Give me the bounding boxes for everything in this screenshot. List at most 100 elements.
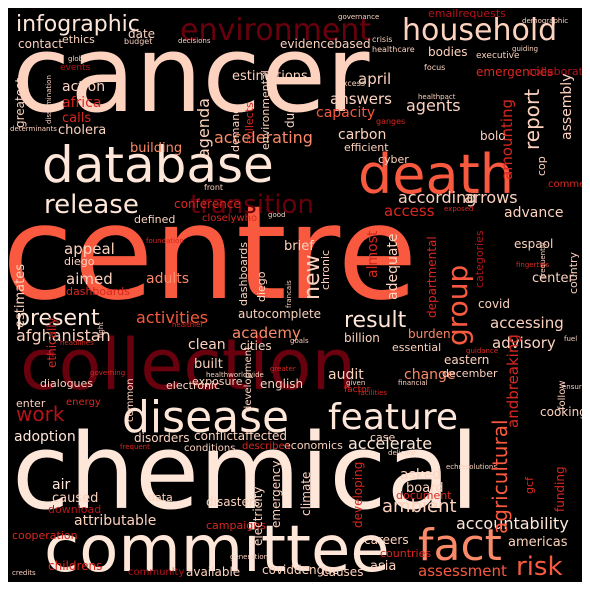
word-change: change [404, 367, 456, 383]
word-feature: feature [328, 397, 458, 438]
word-carbon: conference [174, 197, 241, 211]
word-credits: gcf [523, 477, 536, 494]
word-answers: answers [330, 90, 392, 108]
word-estimations: cop [535, 156, 548, 176]
word-environmental: country [567, 251, 580, 294]
word-document: document [396, 489, 452, 502]
word-capacity: capacity [316, 105, 376, 121]
word-cities: cities [240, 339, 272, 353]
word-chronic: chronic [319, 249, 332, 290]
word-ebola: facilities [358, 389, 388, 397]
word-autocomplete: autocomplete [238, 307, 322, 321]
word-echresolutions: follow [557, 380, 568, 411]
word-emergency: emergency [269, 460, 283, 528]
word-disease: disease [122, 392, 290, 443]
word-bold: carbon [338, 127, 387, 143]
word-case: case [370, 431, 396, 444]
word-cooking: cooking [540, 405, 582, 419]
word-dashboards: diego [255, 271, 268, 302]
word-cloud-canvas: cancer centre chemical collection commit… [8, 8, 582, 582]
word-assembly: assembly [559, 73, 575, 140]
word-exposed: ganges [376, 117, 406, 126]
word-covid: covid [478, 297, 510, 311]
word-infographic: infographic [16, 12, 140, 37]
word-chemical: chemical [12, 411, 480, 533]
word-release: release [44, 190, 139, 220]
word-defined: dashboards [66, 285, 130, 298]
word-result: result [344, 308, 407, 333]
word-clean: clean [188, 337, 226, 353]
word-eastern: eastern [444, 353, 490, 367]
word-cancer: cancer [12, 13, 370, 136]
word-present: present [16, 306, 100, 331]
word-describes: describes [242, 441, 290, 452]
word-risk: risk [516, 552, 563, 582]
word-center: center [532, 271, 574, 286]
word-academy: academy [232, 324, 301, 342]
word-budget: contact [18, 37, 63, 51]
word-decisions: ethics [62, 33, 95, 46]
word-audit: audit [328, 367, 364, 383]
word-emergencies: collects [243, 102, 256, 144]
word-adoption: adoption [14, 429, 76, 445]
word-countries: countries [380, 547, 432, 560]
word-december: december [442, 367, 498, 380]
word-download: download [48, 503, 102, 516]
word-committee: committee [44, 513, 390, 582]
word-adequate: adequate [385, 233, 401, 300]
word-death: death [358, 143, 514, 206]
word-board: board [406, 481, 444, 496]
word-given: governing [90, 369, 126, 377]
word-fuel: foundation [146, 237, 184, 245]
word-childrens: childrens [48, 559, 103, 573]
word-asked: asked [400, 467, 441, 483]
word-careers: careers [364, 533, 409, 547]
word-contact: evidencebased [280, 37, 371, 51]
word-agricultural: agricultural [488, 419, 512, 534]
word-financial: healthworldwide [206, 371, 264, 379]
word-hap: governance [338, 13, 380, 21]
word-fight: fuel [564, 335, 578, 343]
word-governing: headlines [60, 339, 94, 347]
word-francais: frequently [539, 242, 547, 278]
word-evidencebased: environmental [259, 70, 272, 150]
word-americas: americas [508, 535, 568, 550]
word-cooperation: cooperation [12, 529, 78, 542]
word-demand: commentaries [548, 179, 582, 190]
word-database: database [42, 136, 274, 194]
word-brief: brief [284, 239, 314, 254]
word-demographic: funding [553, 466, 567, 512]
word-front: excess [338, 79, 366, 88]
word-asia: asia [370, 559, 397, 574]
word-cholera: cholera [58, 123, 107, 138]
word-facilities: credits [12, 569, 36, 577]
word-caused: caused [52, 491, 99, 506]
word-ethically: development [243, 346, 254, 412]
word-crisis: date [128, 27, 156, 41]
word-determinants: events [60, 63, 91, 73]
word-africa: africa [62, 95, 102, 111]
word-emailrequests: decisions [178, 37, 211, 45]
word-country: bold [480, 129, 506, 143]
word-air: air [52, 477, 71, 493]
word-adults: adults [146, 271, 190, 287]
word-report: report [520, 88, 544, 150]
word-causes: causes [322, 565, 364, 579]
word-activities: activities [136, 308, 209, 327]
word-espaol: espaol [514, 237, 554, 251]
word-accountability: accountability [456, 514, 569, 533]
word-conference: diego [64, 255, 95, 268]
word-efficient: defined [134, 213, 176, 226]
word-estimates: dashboards [237, 242, 250, 306]
word-enter: data [148, 491, 173, 504]
word-almost: almost [365, 230, 381, 278]
word-arrows: arrows [464, 188, 518, 207]
word-collaborating: emailrequests [428, 8, 506, 20]
word-bodies: due [283, 105, 297, 128]
word-data: campaigns [206, 519, 266, 532]
word-frequently: good [268, 211, 286, 219]
word-healthpact: dissemination [45, 75, 53, 124]
word-ganges: determinants [10, 125, 57, 133]
word-development: common [125, 378, 136, 422]
word-advisory: advisory [492, 334, 556, 352]
